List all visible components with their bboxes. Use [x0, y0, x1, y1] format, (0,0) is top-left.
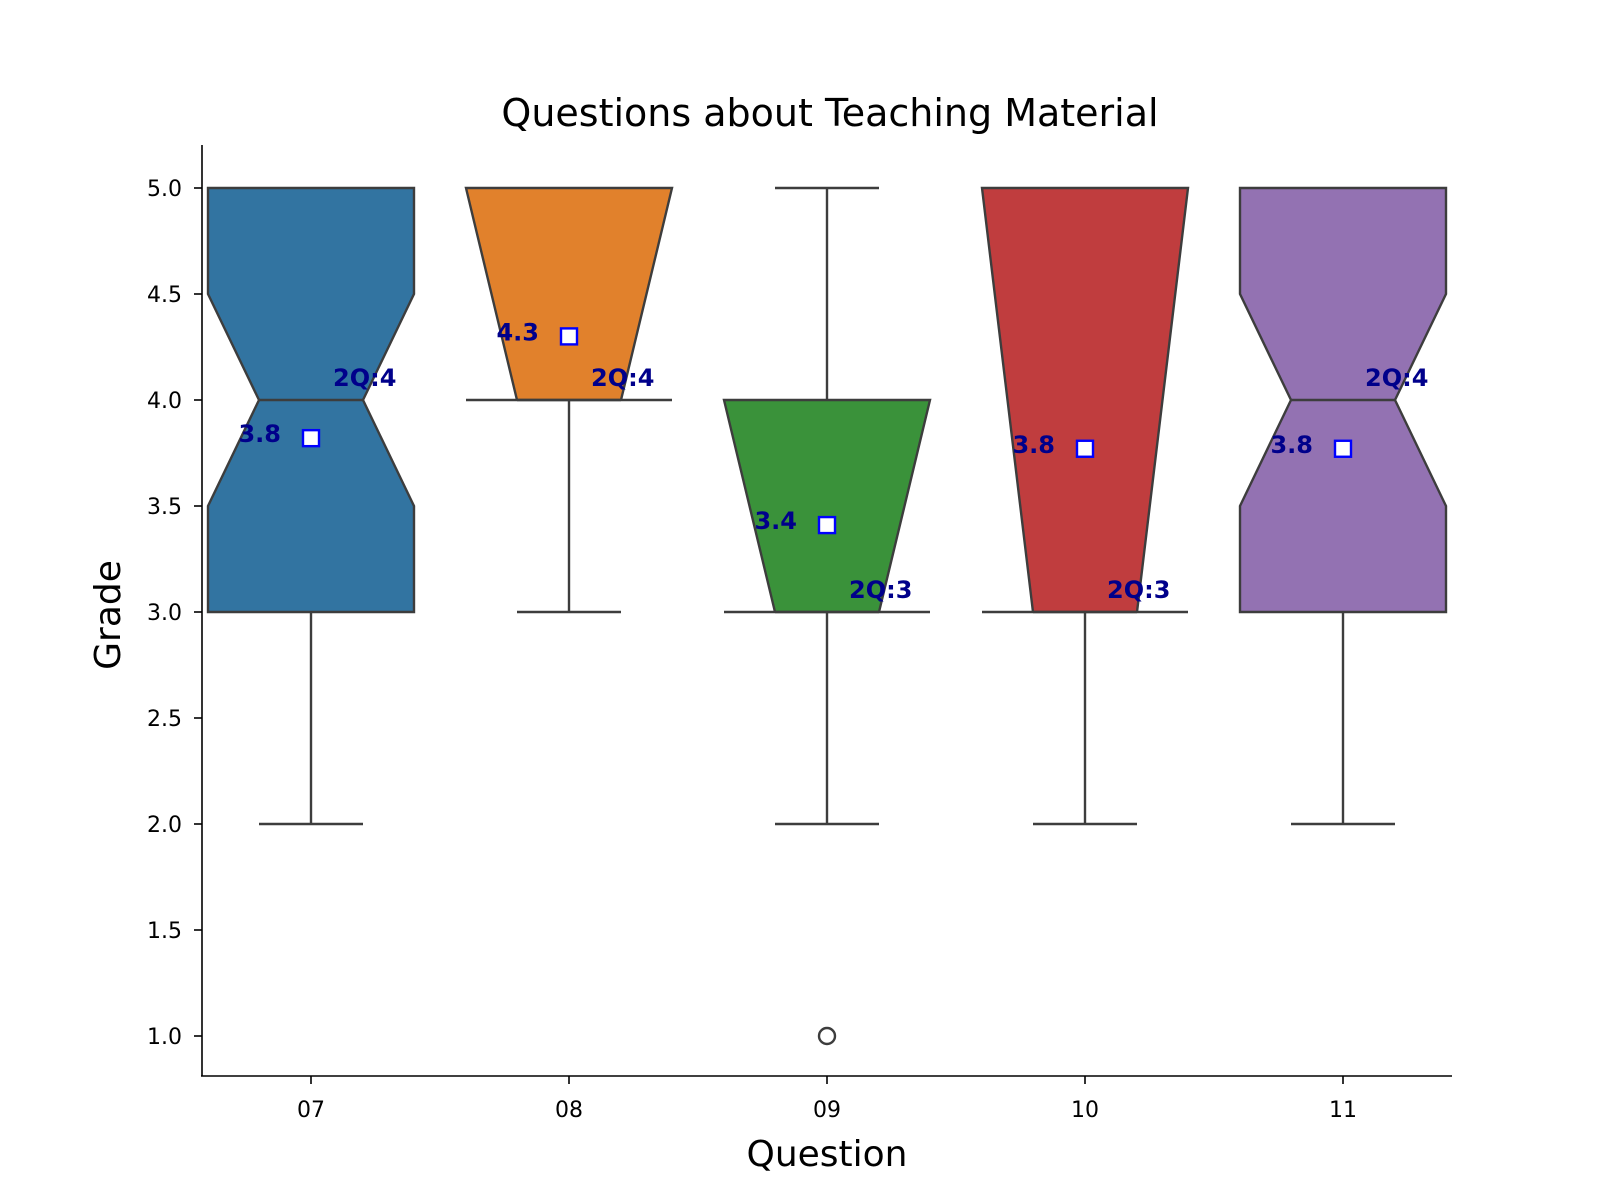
y-tick-label: 3.5	[147, 495, 182, 520]
median-label: 2Q:3	[1107, 576, 1170, 604]
y-tick-label: 5.0	[147, 177, 182, 202]
chart-title: Questions about Teaching Material	[501, 91, 1158, 135]
mean-marker	[817, 515, 837, 535]
mean-label: 3.8	[1270, 431, 1313, 459]
mean-label: 3.8	[1012, 431, 1055, 459]
box-group-08: 4.3 2Q:4	[464, 186, 674, 614]
y-tick-label: 4.0	[147, 389, 182, 414]
outlier-point	[817, 1026, 837, 1046]
box-group-10: 3.8 2Q:3	[980, 186, 1190, 826]
median-label: 2Q:4	[1365, 364, 1428, 392]
mean-label: 3.8	[238, 420, 281, 448]
mean-marker	[301, 428, 321, 448]
mean-label: 4.3	[496, 318, 539, 346]
x-ticks: 07 08 09 10 11	[297, 1076, 1357, 1123]
box-group-07: 3.8 2Q:4	[206, 186, 416, 826]
y-tick-label: 3.0	[147, 601, 182, 626]
mean-marker	[1333, 439, 1353, 458]
x-tick-label: 07	[297, 1098, 325, 1123]
y-tick-label: 4.5	[147, 283, 182, 308]
y-ticks: 1.0 1.5 2.0 2.5 3.0 3.5 4.0 4.5 5.0	[147, 177, 202, 1050]
y-tick-label: 2.5	[147, 707, 182, 732]
y-tick-label: 1.0	[147, 1025, 182, 1050]
mean-marker	[559, 327, 579, 346]
notched-box	[980, 186, 1190, 614]
x-axis-title: Question	[746, 1134, 907, 1175]
median-label: 2Q:4	[591, 364, 654, 392]
median-label: 2Q:4	[333, 364, 396, 392]
plot-area: 3.8 2Q:4 4.3 2Q:4 3.4 2Q:3 3.8 2Q:3 3.8 2Q:4	[206, 186, 1448, 1046]
y-tick-label: 2.0	[147, 813, 182, 838]
mean-marker	[1075, 439, 1095, 458]
x-tick-label: 11	[1329, 1098, 1357, 1123]
box-group-09: 3.4 2Q:3	[722, 186, 932, 1046]
mean-label: 3.4	[754, 507, 797, 535]
x-tick-label: 08	[555, 1098, 583, 1123]
box-group-11: 3.8 2Q:4	[1238, 186, 1448, 826]
x-tick-label: 09	[813, 1098, 841, 1123]
y-tick-label: 1.5	[147, 919, 182, 944]
median-label: 2Q:3	[849, 576, 912, 604]
x-tick-label: 10	[1071, 1098, 1099, 1123]
y-axis-title: Grade	[88, 560, 129, 670]
